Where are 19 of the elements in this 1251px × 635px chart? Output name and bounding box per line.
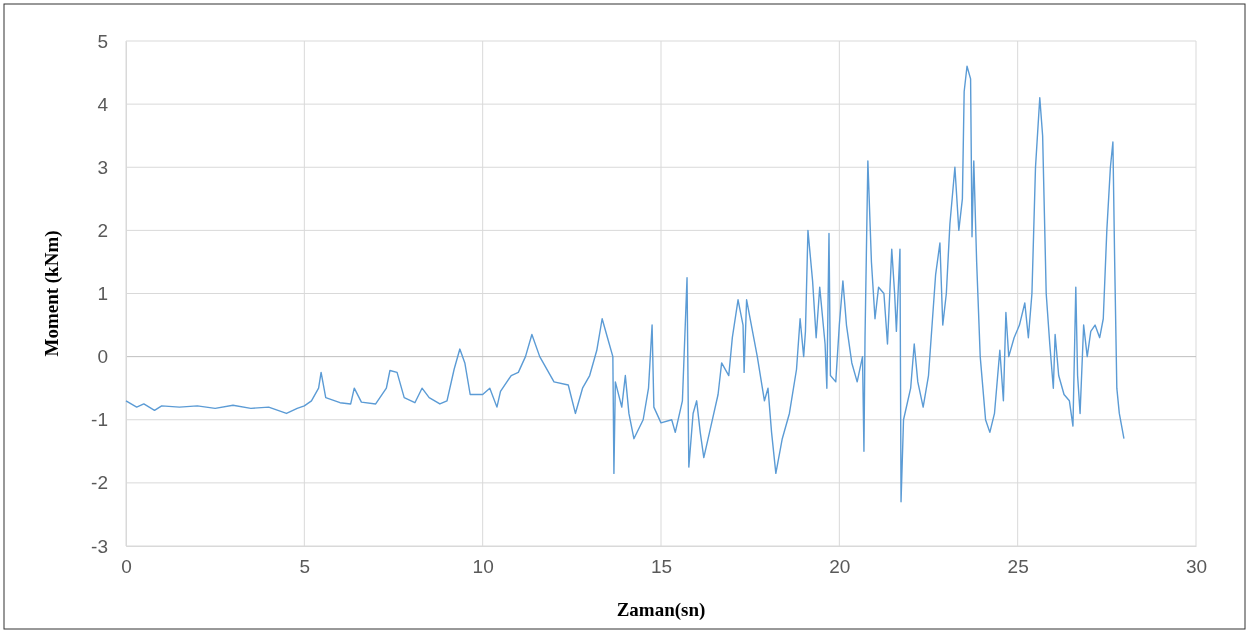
y-tick-label: 4: [97, 93, 109, 115]
x-tick-label: 0: [121, 556, 132, 578]
x-tick-label: 20: [829, 556, 851, 578]
x-tick-label: 5: [299, 556, 311, 578]
y-tick-label: -1: [91, 409, 108, 431]
line-series: [125, 65, 1125, 503]
y-tick-label: 0: [97, 346, 108, 368]
y-tick-label: 3: [97, 156, 108, 178]
x-tick-label: 10: [472, 556, 494, 578]
y-tick-label: -3: [91, 535, 108, 557]
x-axis-title: Zaman(sn): [616, 599, 706, 621]
x-tick-label: 25: [1007, 556, 1029, 578]
y-tick-label: 5: [97, 30, 108, 52]
x-tick-label: 15: [650, 556, 673, 578]
y-tick-label: -2: [91, 472, 108, 494]
x-tick-label: 30: [1185, 556, 1208, 578]
y-tick-label: 2: [97, 219, 108, 241]
y-tick-label: 1: [97, 283, 108, 305]
y-axis-title: Moment (kNm): [41, 230, 63, 357]
